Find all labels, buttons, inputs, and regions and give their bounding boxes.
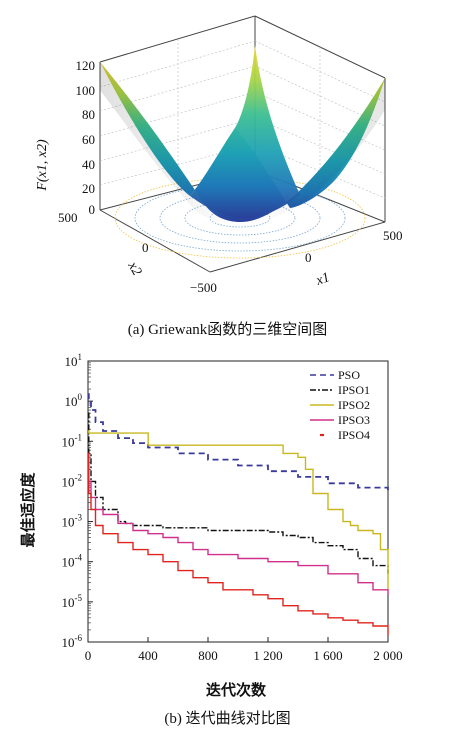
y-tick-label: 100 — [65, 392, 83, 409]
surface — [100, 45, 385, 224]
z-axis-label: F(x1, x2) — [35, 139, 50, 192]
x-tick-label: 1 600 — [313, 648, 342, 663]
y-tick-label: 10-1 — [62, 432, 83, 449]
z-tick-label: 0 — [89, 202, 96, 217]
x1-tick-label: 500 — [383, 228, 403, 243]
legend-label: IPSO3 — [338, 413, 370, 427]
series-lines — [87, 393, 389, 635]
y-tick-label: 10-3 — [62, 513, 83, 530]
z-tick-label: 120 — [76, 58, 96, 73]
x2-axis-label: x2 — [124, 259, 144, 279]
caption-b: (b) 迭代曲线对比图 — [164, 711, 291, 727]
x1-tick-label: 0 — [305, 250, 312, 265]
x-axis: 0 400 800 1 200 1 600 2 000 — [85, 637, 403, 663]
series-line-pso — [87, 393, 389, 492]
z-axis: 120 100 80 60 40 20 0 — [76, 58, 96, 217]
series-line-ipso4 — [88, 452, 389, 635]
caption-a: (a) Griewank函数的三维空间图 — [127, 322, 328, 338]
x2-axis: 500 0 −500 — [58, 210, 217, 295]
x-axis-label: 迭代次数 — [206, 681, 267, 699]
legend-label: PSO — [338, 368, 360, 382]
y-tick-label: 10-2 — [62, 472, 83, 489]
x2-tick-label: −500 — [190, 280, 217, 295]
x-tick-label: 0 — [85, 648, 92, 663]
legend-label: IPSO1 — [338, 383, 370, 397]
x1-axis: 0 500 — [305, 228, 403, 265]
y-tick-label: 10-4 — [62, 553, 83, 570]
y-tick-label: 10-5 — [62, 593, 83, 610]
x-tick-label: 2 000 — [373, 648, 402, 663]
plot-frame — [87, 360, 389, 643]
legend-label: IPSO4 — [338, 428, 370, 442]
x-tick-label: 800 — [198, 648, 218, 663]
x2-tick-label: 0 — [142, 240, 149, 255]
z-tick-label: 100 — [76, 83, 96, 98]
x2-tick-label: 500 — [58, 210, 78, 225]
z-tick-label: 80 — [82, 107, 95, 122]
y-axis-label: 最佳适应度 — [19, 472, 37, 548]
z-tick-label: 60 — [82, 132, 95, 147]
series-line-ipso3 — [88, 452, 389, 595]
x-tick-label: 1 200 — [253, 648, 282, 663]
griewank-surface-chart: 120 100 80 60 40 20 0 F(x1, x2) 500 0 −5… — [35, 15, 403, 295]
series-line-ipso2 — [88, 430, 389, 590]
y-axis: 101 100 10-1 10-2 10-3 10-4 10-5 10-6 — [62, 352, 93, 650]
series-line-ipso1 — [88, 412, 389, 574]
y-tick-label: 10-6 — [62, 633, 83, 650]
z-tick-label: 20 — [82, 181, 95, 196]
convergence-chart: 101 100 10-1 10-2 10-3 10-4 10-5 10-6 0 400 800 1 … — [19, 352, 403, 699]
plot-border — [87, 360, 389, 643]
x1-axis-label: x1 — [313, 270, 331, 289]
x-tick-label: 400 — [138, 648, 158, 663]
y-tick-label: 101 — [65, 352, 83, 369]
z-tick-label: 40 — [82, 157, 95, 172]
legend-label: IPSO2 — [338, 398, 370, 412]
